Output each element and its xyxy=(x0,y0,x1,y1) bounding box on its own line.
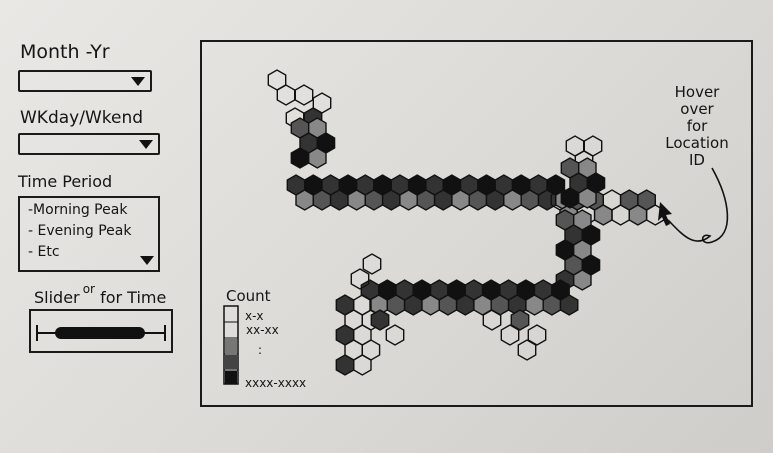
legend-range-3: : xyxy=(258,343,263,357)
hover-annotation-line: Location xyxy=(665,134,729,152)
time-period-option-evening[interactable]: - Evening Peak xyxy=(28,223,132,239)
hover-annotation: Hover over for Location ID xyxy=(642,84,752,169)
hover-annotation-line: for xyxy=(686,117,708,135)
slider-label-main: Slider xyxy=(34,288,80,307)
location-hexagon[interactable] xyxy=(560,187,580,209)
location-hexagon[interactable] xyxy=(370,309,390,331)
chevron-down-icon[interactable] xyxy=(140,256,154,265)
time-period-listbox[interactable]: -Morning Peak - Evening Peak - Etc xyxy=(18,196,160,272)
time-period-label: Time Period xyxy=(18,172,113,191)
location-hexagon[interactable] xyxy=(362,253,382,275)
weekday-weekend-dropdown[interactable] xyxy=(18,133,160,155)
hover-annotation-line: ID xyxy=(689,151,705,169)
legend-range-2: xx-xx xyxy=(246,323,279,337)
location-hexagon[interactable] xyxy=(335,354,355,376)
slider-label: Slider or for Time xyxy=(34,282,167,309)
location-hexagon[interactable] xyxy=(527,324,547,346)
legend-range-4: xxxx-xxxx xyxy=(245,376,307,390)
weekday-weekend-label: WKday/Wkend xyxy=(20,108,144,128)
time-period-option-etc[interactable]: - Etc xyxy=(28,244,60,260)
slider-track[interactable] xyxy=(31,311,171,351)
hover-annotation-line: Hover xyxy=(674,83,720,101)
legend-range-1: x-x xyxy=(245,309,264,323)
location-hexagon[interactable] xyxy=(482,309,502,331)
map-frame xyxy=(200,40,753,407)
location-hexagon[interactable] xyxy=(500,324,520,346)
location-hexagon[interactable] xyxy=(578,187,597,209)
location-hexagon[interactable] xyxy=(385,324,405,346)
hover-annotation-line: over xyxy=(680,100,714,118)
legend-swatch xyxy=(223,305,239,385)
location-hexagon[interactable] xyxy=(350,268,370,290)
slider-label-rest: for Time xyxy=(100,288,167,307)
time-slider[interactable] xyxy=(29,309,173,353)
slider-label-note: or xyxy=(82,282,95,296)
legend-title: Count xyxy=(226,287,271,305)
time-period-option-morning[interactable]: -Morning Peak xyxy=(28,202,128,218)
location-hexagon[interactable] xyxy=(559,294,579,316)
month-year-label: Month -Yr xyxy=(20,41,110,63)
location-hexagon[interactable] xyxy=(276,84,296,106)
location-hexagon[interactable] xyxy=(294,84,314,106)
location-hexagon[interactable] xyxy=(645,204,665,226)
location-hexagon[interactable] xyxy=(290,147,310,169)
location-hexagon[interactable] xyxy=(517,339,537,361)
location-hexagon[interactable] xyxy=(308,147,327,169)
location-hexagon[interactable] xyxy=(353,354,372,376)
slider-fill[interactable] xyxy=(55,327,145,339)
location-hexagon[interactable] xyxy=(510,309,530,331)
location-hexagon[interactable] xyxy=(573,269,592,291)
chevron-down-icon[interactable] xyxy=(131,77,145,86)
month-year-dropdown[interactable] xyxy=(18,70,152,92)
chevron-down-icon[interactable] xyxy=(139,140,153,149)
